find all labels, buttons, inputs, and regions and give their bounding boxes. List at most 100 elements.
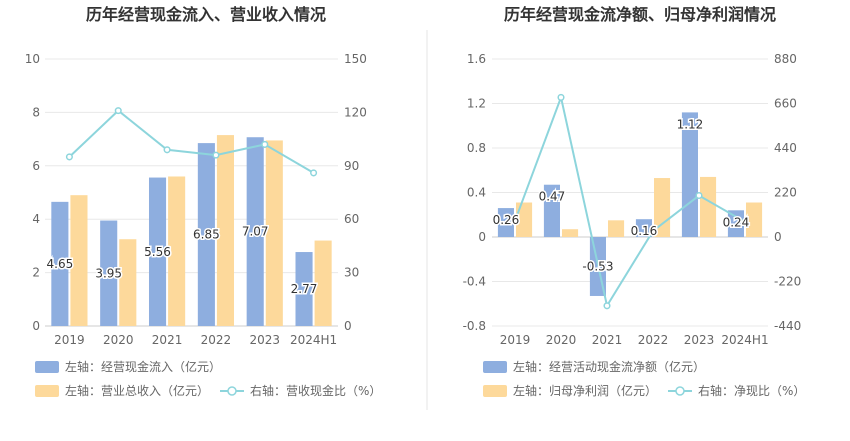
y-tick-label-left: -0.8 [463, 319, 486, 333]
bar-primary [100, 220, 118, 326]
ratio-point [310, 169, 318, 177]
y-tick-label-right: 880 [774, 52, 797, 66]
bar-secondary [216, 135, 235, 326]
ratio-line [514, 93, 746, 309]
legend-swatch [483, 361, 507, 373]
bar-primary [51, 201, 69, 326]
data-label: 5.56 [144, 245, 171, 259]
x-tick-label: 2021 [592, 333, 623, 347]
legend-marker [675, 386, 685, 396]
ratio-point [65, 153, 73, 161]
data-label: 7.07 [242, 225, 269, 239]
legend-swatch [35, 385, 59, 397]
y-tick-label-right: 150 [344, 52, 367, 66]
y-tick-label-left: 4 [32, 212, 40, 226]
ratio-point [603, 302, 611, 310]
data-label: 0.47 [539, 190, 566, 204]
bar-secondary [265, 140, 283, 326]
y-tick-label-left: 1.6 [467, 52, 486, 66]
chart-title: 历年经营现金流净额、归母净利润情况 [504, 5, 776, 24]
x-tick-label: 2024H1 [290, 333, 337, 347]
legend-label: 左轴：经营现金流入（亿元） [65, 359, 221, 374]
bar-secondary [70, 195, 88, 326]
x-tick-label: 2021 [152, 333, 183, 347]
y-tick-label-left: 0.4 [467, 186, 486, 200]
chart-panel-2: 历年经营现金流净额、归母净利润情况 -0.8 -0.4 0 0.4 0.8 1.2 1.6 -4… [463, 5, 806, 398]
y-tick-label-right: 660 [774, 97, 797, 111]
bar-secondary [746, 202, 763, 237]
x-tick-label: 2020 [103, 333, 134, 347]
bar-secondary [608, 220, 625, 237]
y-tick-label-right: -440 [774, 319, 801, 333]
x-tick-label: 2024H1 [721, 333, 768, 347]
x-tick-label: 2020 [546, 333, 577, 347]
bar-primary [246, 137, 264, 326]
y-tick-label-left: 8 [32, 105, 40, 119]
data-label: 0.16 [631, 224, 658, 238]
legend-label: 左轴：经营活动现金流净额（亿元） [513, 359, 705, 374]
y-tick-label-left: 1.2 [467, 97, 486, 111]
data-label: 2.77 [291, 282, 318, 296]
y-tick-label-right: 0 [774, 230, 782, 244]
y-tick-label-right: 90 [344, 159, 359, 173]
bar-secondary [700, 176, 717, 237]
bar-primary [295, 252, 313, 326]
legend-label: 左轴：营业总收入（亿元） [65, 383, 209, 398]
legend-label: 右轴：净现比（%） [698, 383, 805, 398]
ratio-point [212, 151, 220, 159]
y-tick-label-right: -220 [774, 275, 801, 289]
y-tick-label-left: 0 [478, 230, 486, 244]
chart-title: 历年经营现金流入、营业收入情况 [86, 5, 326, 24]
ratio-point [649, 227, 657, 235]
legend-label: 左轴：归母净利润（亿元） [513, 383, 657, 398]
bar-primary [727, 210, 744, 237]
bar-primary [497, 208, 514, 237]
y-tick-label-right: 440 [774, 141, 797, 155]
data-label: 0.24 [723, 215, 750, 229]
data-label: 6.85 [193, 228, 220, 242]
y-tick-label-left: 6 [32, 159, 40, 173]
data-label: 0.26 [493, 213, 520, 227]
legend-swatch [483, 385, 507, 397]
bar-secondary [562, 229, 579, 237]
data-label: -0.53 [582, 259, 613, 273]
legend-swatch [35, 361, 59, 373]
legend-marker [227, 386, 237, 396]
bar-primary [148, 177, 167, 326]
y-tick-label-left: 2 [32, 266, 40, 280]
y-tick-label-right: 30 [344, 266, 359, 280]
y-tick-label-right: 220 [774, 186, 797, 200]
bar-secondary [516, 202, 533, 237]
ratio-point [695, 191, 703, 200]
x-tick-label: 2023 [249, 333, 280, 347]
bar-primary [543, 184, 560, 237]
y-tick-label-left: 0.8 [467, 141, 486, 155]
data-label: 3.95 [95, 266, 122, 280]
x-tick-label: 2019 [500, 333, 531, 347]
data-label: 4.65 [47, 257, 74, 271]
y-tick-label-left: -0.4 [463, 275, 486, 289]
ratio-point [741, 218, 749, 226]
y-tick-label-right: 120 [344, 105, 367, 119]
bar-primary [197, 143, 215, 326]
ratio-line [68, 109, 315, 174]
y-tick-label-right: 0 [344, 319, 352, 333]
bar-secondary [314, 240, 332, 326]
x-tick-label: 2019 [54, 333, 85, 347]
y-tick-label-left: 0 [32, 319, 40, 333]
ratio-point [261, 140, 269, 148]
legend-label: 右轴：营收现金比（%） [250, 383, 381, 398]
data-label: 1.12 [677, 117, 704, 131]
x-tick-label: 2023 [684, 333, 715, 347]
y-tick-label-left: 10 [25, 52, 40, 66]
ratio-point [114, 107, 122, 115]
chart-panel-1: 历年经营现金流入、营业收入情况 0 2 4 6 8 10 0 30 60 90 120 150 2019 2… [25, 5, 382, 398]
bar-secondary [654, 178, 671, 237]
x-tick-label: 2022 [638, 333, 669, 347]
x-tick-label: 2022 [201, 333, 232, 347]
ratio-point [163, 146, 171, 154]
bar-secondary [168, 176, 186, 326]
bar-secondary [119, 239, 137, 326]
